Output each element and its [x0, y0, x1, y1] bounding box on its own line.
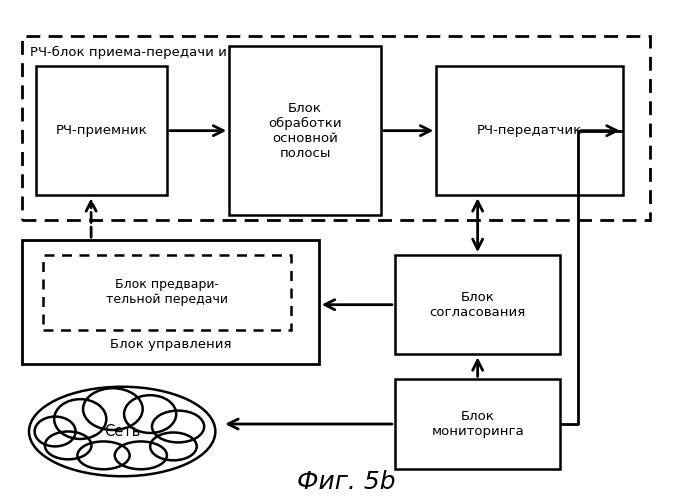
Ellipse shape [150, 432, 197, 460]
Ellipse shape [115, 442, 167, 469]
Text: РЧ-приемник: РЧ-приемник [55, 124, 148, 137]
Ellipse shape [83, 388, 143, 430]
Text: Блок
обработки
основной
полосы: Блок обработки основной полосы [268, 102, 342, 160]
Ellipse shape [124, 395, 176, 433]
Ellipse shape [29, 386, 216, 476]
Ellipse shape [45, 432, 91, 460]
Text: Блок
мониторинга: Блок мониторинга [431, 410, 524, 438]
Text: РЧ-передатчик: РЧ-передатчик [477, 124, 582, 137]
FancyBboxPatch shape [43, 255, 291, 330]
Text: Блок управления: Блок управления [109, 338, 231, 351]
Text: Блок
согласования: Блок согласования [430, 290, 526, 318]
Ellipse shape [35, 416, 76, 446]
FancyBboxPatch shape [395, 255, 561, 354]
Text: Блок предвари-
тельной передачи: Блок предвари- тельной передачи [106, 278, 228, 306]
FancyBboxPatch shape [36, 66, 167, 196]
Text: Сеть: Сеть [104, 424, 140, 439]
FancyBboxPatch shape [229, 46, 381, 215]
FancyBboxPatch shape [395, 380, 561, 469]
Ellipse shape [152, 410, 204, 442]
Ellipse shape [78, 442, 130, 469]
Text: Фиг. 5b: Фиг. 5b [297, 470, 396, 494]
Text: РЧ-блок приема-передачи и обработки: РЧ-блок приема-передачи и обработки [30, 46, 305, 59]
FancyBboxPatch shape [436, 66, 622, 196]
Ellipse shape [54, 399, 106, 439]
FancyBboxPatch shape [22, 240, 319, 364]
FancyBboxPatch shape [22, 36, 650, 220]
